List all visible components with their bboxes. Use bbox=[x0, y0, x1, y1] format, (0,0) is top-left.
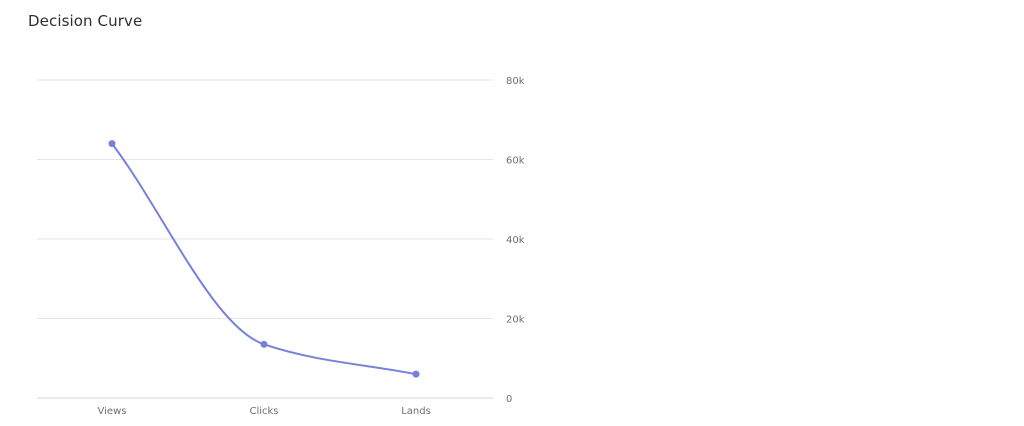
series-lines bbox=[111, 142, 417, 376]
data-point[interactable] bbox=[108, 140, 116, 148]
y-tick-label: 60k bbox=[506, 156, 525, 167]
x-tick-label: Lands bbox=[401, 406, 431, 417]
chart-title: Decision Curve bbox=[28, 12, 143, 30]
y-axis-ticks: 0 20k 40k 60k 80k bbox=[506, 76, 525, 405]
grid-lines bbox=[37, 79, 493, 399]
data-points bbox=[108, 140, 420, 378]
series-line bbox=[111, 142, 417, 376]
x-tick-label: Views bbox=[98, 406, 127, 417]
data-point[interactable] bbox=[260, 340, 268, 348]
y-tick-label: 20k bbox=[506, 315, 525, 326]
y-tick-label: 0 bbox=[506, 394, 512, 405]
y-tick-label: 40k bbox=[506, 235, 525, 246]
x-tick-label: Clicks bbox=[249, 406, 278, 417]
y-tick-label: 80k bbox=[506, 76, 525, 87]
data-point[interactable] bbox=[412, 370, 420, 378]
x-axis-ticks: Views Clicks Lands bbox=[98, 406, 431, 417]
